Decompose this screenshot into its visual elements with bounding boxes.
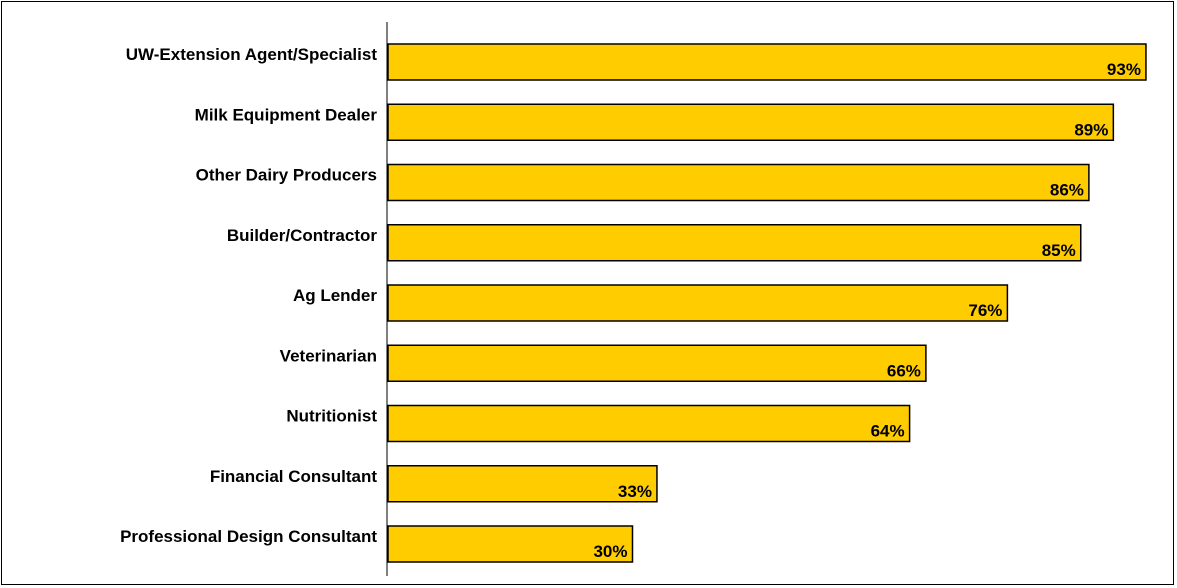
- bar-financial-consultant: [387, 465, 658, 503]
- bar-ag-lender: [387, 284, 1009, 322]
- category-label-financial-consultant: Financial Consultant: [210, 467, 378, 486]
- value-label-other-dairy-producers: 86%: [1050, 181, 1084, 200]
- category-label-veterinarian: Veterinarian: [280, 346, 377, 365]
- bar-veterinarian: [387, 344, 927, 382]
- category-label-other-dairy-producers: Other Dairy Producers: [196, 166, 377, 185]
- value-label-builder-contractor: 85%: [1042, 241, 1076, 260]
- category-label-professional-design-consultant: Professional Design Consultant: [120, 527, 377, 546]
- bar-other-dairy-producers: [387, 163, 1090, 202]
- bars-group: UW-Extension Agent/Specialist 93% Milk Equ…: [120, 43, 1147, 563]
- value-label-uw-extension-agent-specialist: 93%: [1107, 60, 1141, 79]
- category-label-milk-equipment-dealer: Milk Equipment Dealer: [195, 105, 378, 124]
- bar-milk-equipment-dealer: [387, 103, 1115, 141]
- value-label-financial-consultant: 33%: [618, 482, 652, 501]
- value-label-veterinarian: 66%: [887, 361, 921, 380]
- category-label-ag-lender: Ag Lender: [293, 286, 377, 305]
- bar-nutritionist: [387, 404, 911, 443]
- value-label-professional-design-consultant: 30%: [593, 542, 627, 561]
- bar-uw-extension-agent-specialist: [387, 43, 1147, 81]
- category-label-uw-extension-agent-specialist: UW-Extension Agent/Specialist: [126, 45, 378, 64]
- value-label-milk-equipment-dealer: 89%: [1074, 120, 1108, 139]
- category-label-nutritionist: Nutritionist: [286, 407, 377, 426]
- value-label-ag-lender: 76%: [968, 301, 1002, 320]
- bar-professional-design-consultant: [387, 525, 634, 563]
- category-label-builder-contractor: Builder/Contractor: [227, 226, 378, 245]
- bar-builder-contractor: [387, 224, 1082, 262]
- value-label-nutritionist: 64%: [871, 422, 905, 441]
